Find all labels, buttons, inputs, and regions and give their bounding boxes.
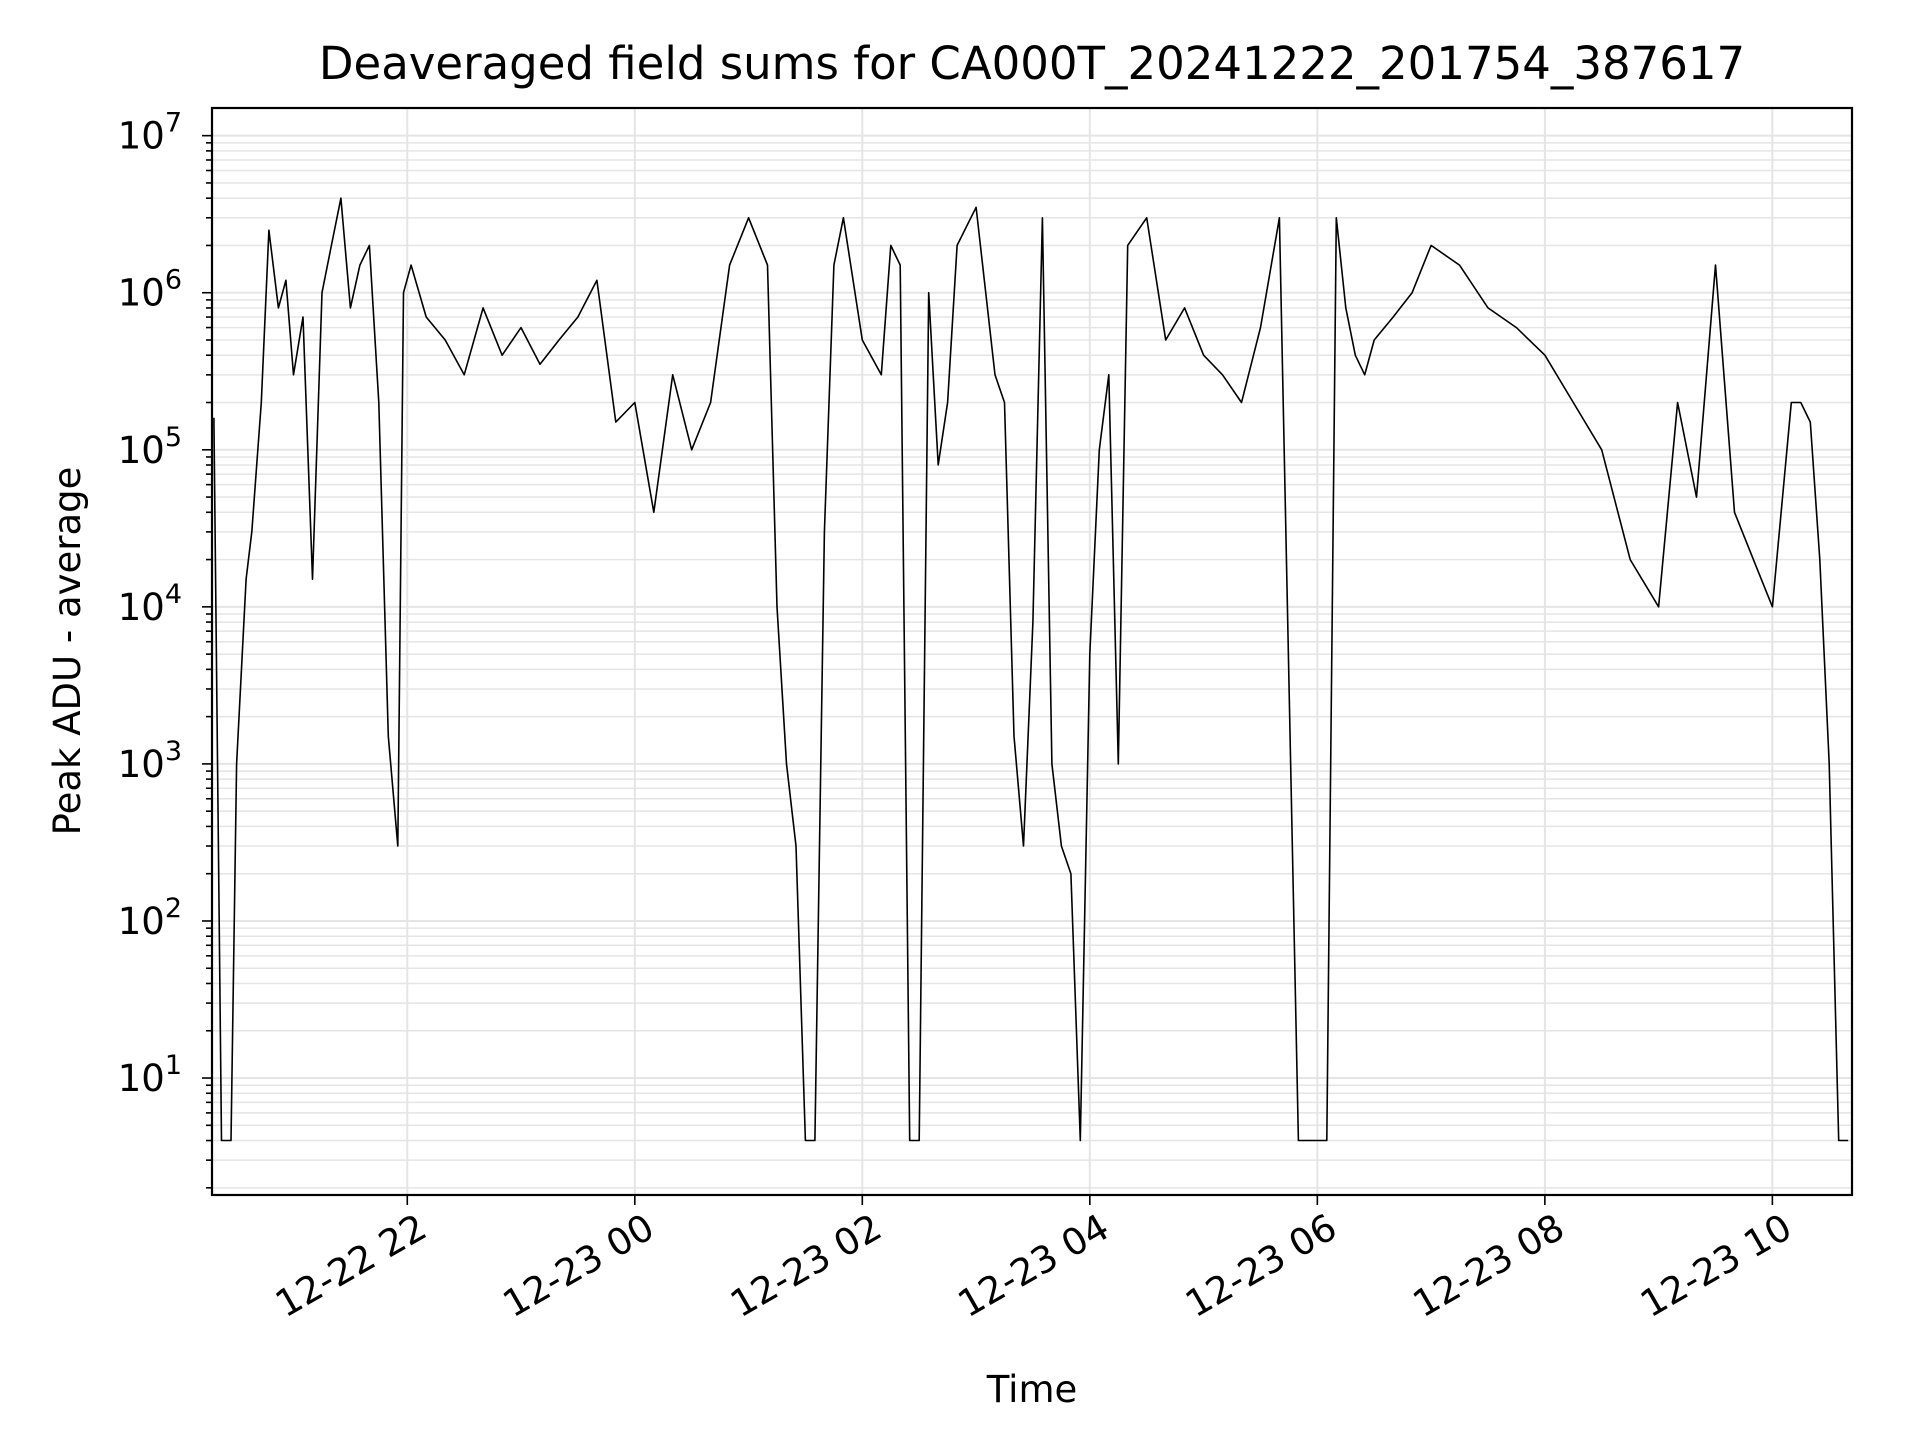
y-tick-label: 106 xyxy=(118,265,182,315)
y-axis-label: Peak ADU - average xyxy=(46,467,89,836)
y-axis-ticks: 101 102 103 104 105 106 107 xyxy=(118,108,212,1189)
y-tick-label: 102 xyxy=(118,893,182,943)
series-line xyxy=(213,197,1849,1142)
x-axis-label: Time xyxy=(986,1368,1078,1411)
chart-title: Deaveraged field sums for CA000T_2024122… xyxy=(319,37,1745,90)
y-tick-label: 101 xyxy=(118,1050,182,1100)
y-tick-label: 107 xyxy=(118,108,182,158)
y-tick-label: 105 xyxy=(118,422,182,472)
y-tick-label: 103 xyxy=(118,736,182,786)
plot-frame xyxy=(210,106,1854,1197)
x-gridlines xyxy=(406,108,1774,1195)
y-gridlines xyxy=(212,134,1852,1189)
y-tick-label: 104 xyxy=(118,579,182,629)
